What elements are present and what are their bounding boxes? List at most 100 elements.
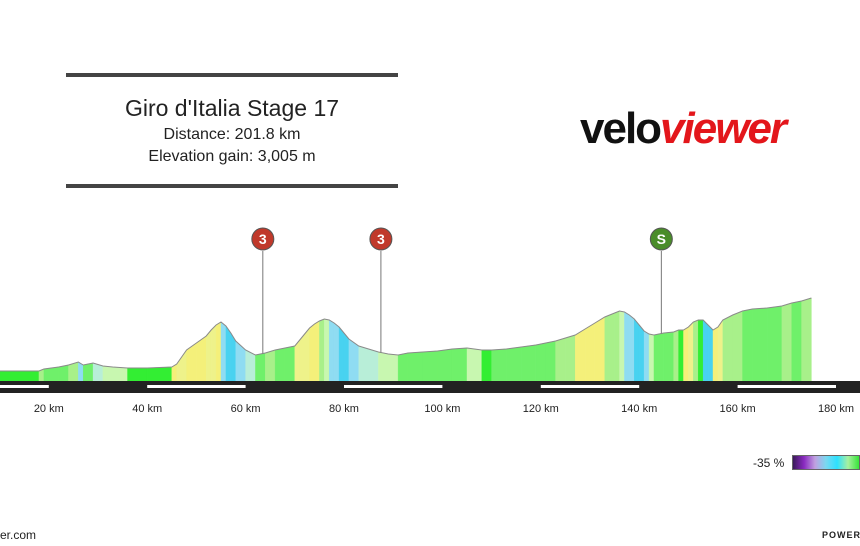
profile-segment	[422, 350, 438, 384]
profile-segment	[702, 319, 709, 384]
profile-segment	[452, 347, 468, 384]
profile-segment	[648, 333, 655, 384]
profile-segment	[235, 340, 246, 384]
profile-segment	[698, 319, 704, 384]
profile-segment	[506, 346, 522, 384]
profile-segment	[575, 328, 586, 384]
x-tick-label: 160 km	[720, 403, 756, 415]
profile-segment	[678, 329, 684, 384]
profile-segment	[368, 348, 379, 384]
profile-segment	[78, 361, 84, 384]
profile-segment	[466, 347, 482, 384]
profile-segment	[712, 326, 719, 384]
profile-segment	[639, 324, 645, 384]
profile-segment	[732, 310, 743, 384]
profile-segment	[614, 310, 620, 384]
profile-segment	[781, 302, 792, 384]
profile-segment	[343, 332, 350, 384]
x-tick-label: 40 km	[132, 403, 162, 415]
profile-segment	[653, 332, 664, 384]
x-tick-label: 20 km	[34, 403, 64, 415]
profile-segment	[284, 345, 295, 384]
profile-segment	[555, 337, 566, 384]
profile-segment	[594, 316, 605, 384]
profile-segment	[624, 311, 630, 384]
profile-segment	[127, 367, 148, 384]
profile-segment	[319, 318, 325, 384]
climb-marker	[369, 227, 393, 251]
x-tick-label: 180 km	[818, 403, 854, 415]
x-tick-label: 100 km	[424, 403, 460, 415]
profile-segment	[791, 300, 802, 384]
profile-segment	[742, 308, 753, 384]
profile-segment	[481, 349, 492, 384]
profile-segment	[545, 340, 556, 384]
axis-dash	[0, 385, 49, 388]
profile-segment	[388, 353, 399, 384]
profile-segment	[196, 335, 207, 384]
sprint-marker	[649, 227, 673, 251]
profile-segment	[535, 342, 546, 384]
profile-segment	[397, 352, 409, 384]
profile-segment	[146, 366, 173, 384]
profile-segment	[225, 325, 232, 384]
profile-segment	[565, 334, 576, 384]
profile-segment	[407, 351, 423, 384]
profile-segment	[604, 312, 615, 384]
profile-segment	[766, 305, 783, 384]
profile-segment	[274, 347, 286, 384]
profile-segment	[245, 349, 256, 384]
profile-segment	[181, 349, 187, 384]
profile-segment	[437, 348, 453, 384]
profile-segment	[717, 319, 724, 384]
profile-segment	[348, 338, 359, 384]
profile-segment	[722, 314, 733, 384]
logo-part-velo: velo	[580, 104, 662, 153]
profile-segment	[491, 348, 507, 384]
title-box: Giro d'Italia Stage 17 Distance: 201.8 k…	[66, 73, 398, 188]
axis-dash	[540, 385, 640, 388]
profile-segment	[752, 307, 768, 384]
profile-segment	[801, 297, 812, 384]
climb-marker	[251, 227, 275, 251]
profile-segment	[693, 319, 699, 384]
stage-distance: Distance: 201.8 km	[163, 126, 301, 143]
profile-segment	[206, 329, 212, 384]
stage-elevation: Elevation gain: 3,005 m	[148, 148, 316, 165]
profile-segment	[255, 352, 266, 384]
marker-label: S	[657, 231, 666, 247]
x-tick-label: 140 km	[621, 403, 657, 415]
marker-label: 3	[377, 231, 385, 247]
profile-segment	[619, 310, 625, 384]
profile-segment	[634, 318, 640, 384]
veloviewer-logo: veloviewer	[580, 104, 787, 154]
x-tick-label: 80 km	[329, 403, 359, 415]
profile-segment	[68, 361, 79, 384]
profile-segment	[43, 366, 59, 384]
profile-segment	[215, 321, 222, 384]
axis-dash	[344, 385, 443, 388]
footer-url: er.com	[0, 528, 37, 542]
x-tick-label: 120 km	[523, 403, 559, 415]
gradient-legend-label: -35 %	[753, 456, 785, 470]
profile-segment	[102, 365, 113, 384]
logo-part-viewer: viewer	[660, 104, 787, 153]
profile-segment	[309, 323, 315, 384]
profile-segment	[688, 321, 694, 384]
profile-segment	[58, 364, 69, 384]
profile-segment	[294, 339, 300, 384]
profile-segment	[663, 331, 674, 384]
footer-powered: POWER	[822, 530, 860, 540]
profile-segment	[584, 322, 596, 384]
profile-segment	[83, 362, 94, 384]
profile-segment	[324, 318, 330, 384]
profile-segment	[112, 366, 128, 384]
profile-segment	[333, 322, 340, 384]
distance-axis: 20 km 40 km 60 km 80 km 100 km 120 km 140 km 16…	[0, 381, 860, 415]
x-tick-label: 60 km	[231, 403, 261, 415]
profile-segment	[683, 326, 689, 384]
profile-segment	[673, 329, 679, 384]
axis-dash	[737, 385, 836, 388]
profile-segment	[378, 351, 389, 384]
